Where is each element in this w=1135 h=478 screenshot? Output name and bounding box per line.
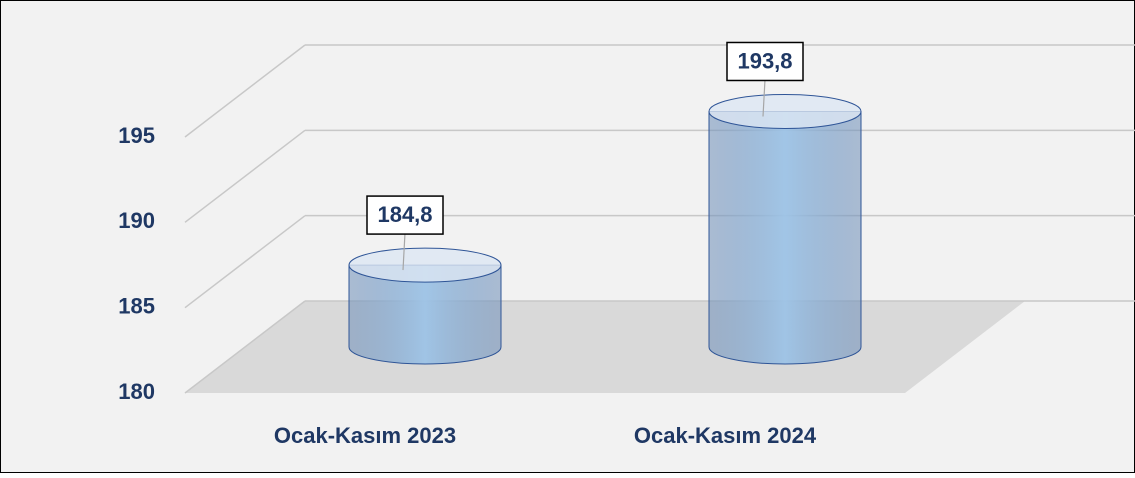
floor [185, 301, 1025, 393]
value-label: 193,8 [737, 48, 792, 73]
value-label-box [726, 41, 804, 82]
grid-line [184, 300, 306, 394]
bar-top [708, 93, 862, 129]
value-label-box [366, 195, 444, 235]
bar-body [708, 110, 862, 365]
grid-line [184, 215, 306, 309]
y-tick-label: 190 [118, 208, 155, 233]
leader-line [762, 79, 766, 117]
y-tick-label: 195 [118, 123, 155, 148]
value-label: 184,8 [377, 202, 432, 227]
y-tick-label: 185 [118, 293, 155, 318]
bar-top [348, 247, 502, 283]
bar [348, 247, 502, 365]
y-tick-label: 180 [118, 379, 155, 404]
grid-line [184, 129, 306, 223]
leader-line [402, 233, 406, 271]
x-tick-label: Ocak-Kasım 2023 [274, 423, 456, 448]
x-tick-label: Ocak-Kasım 2024 [634, 423, 817, 448]
bar-body [348, 264, 502, 365]
bar [708, 93, 862, 365]
grid-line [184, 44, 306, 138]
